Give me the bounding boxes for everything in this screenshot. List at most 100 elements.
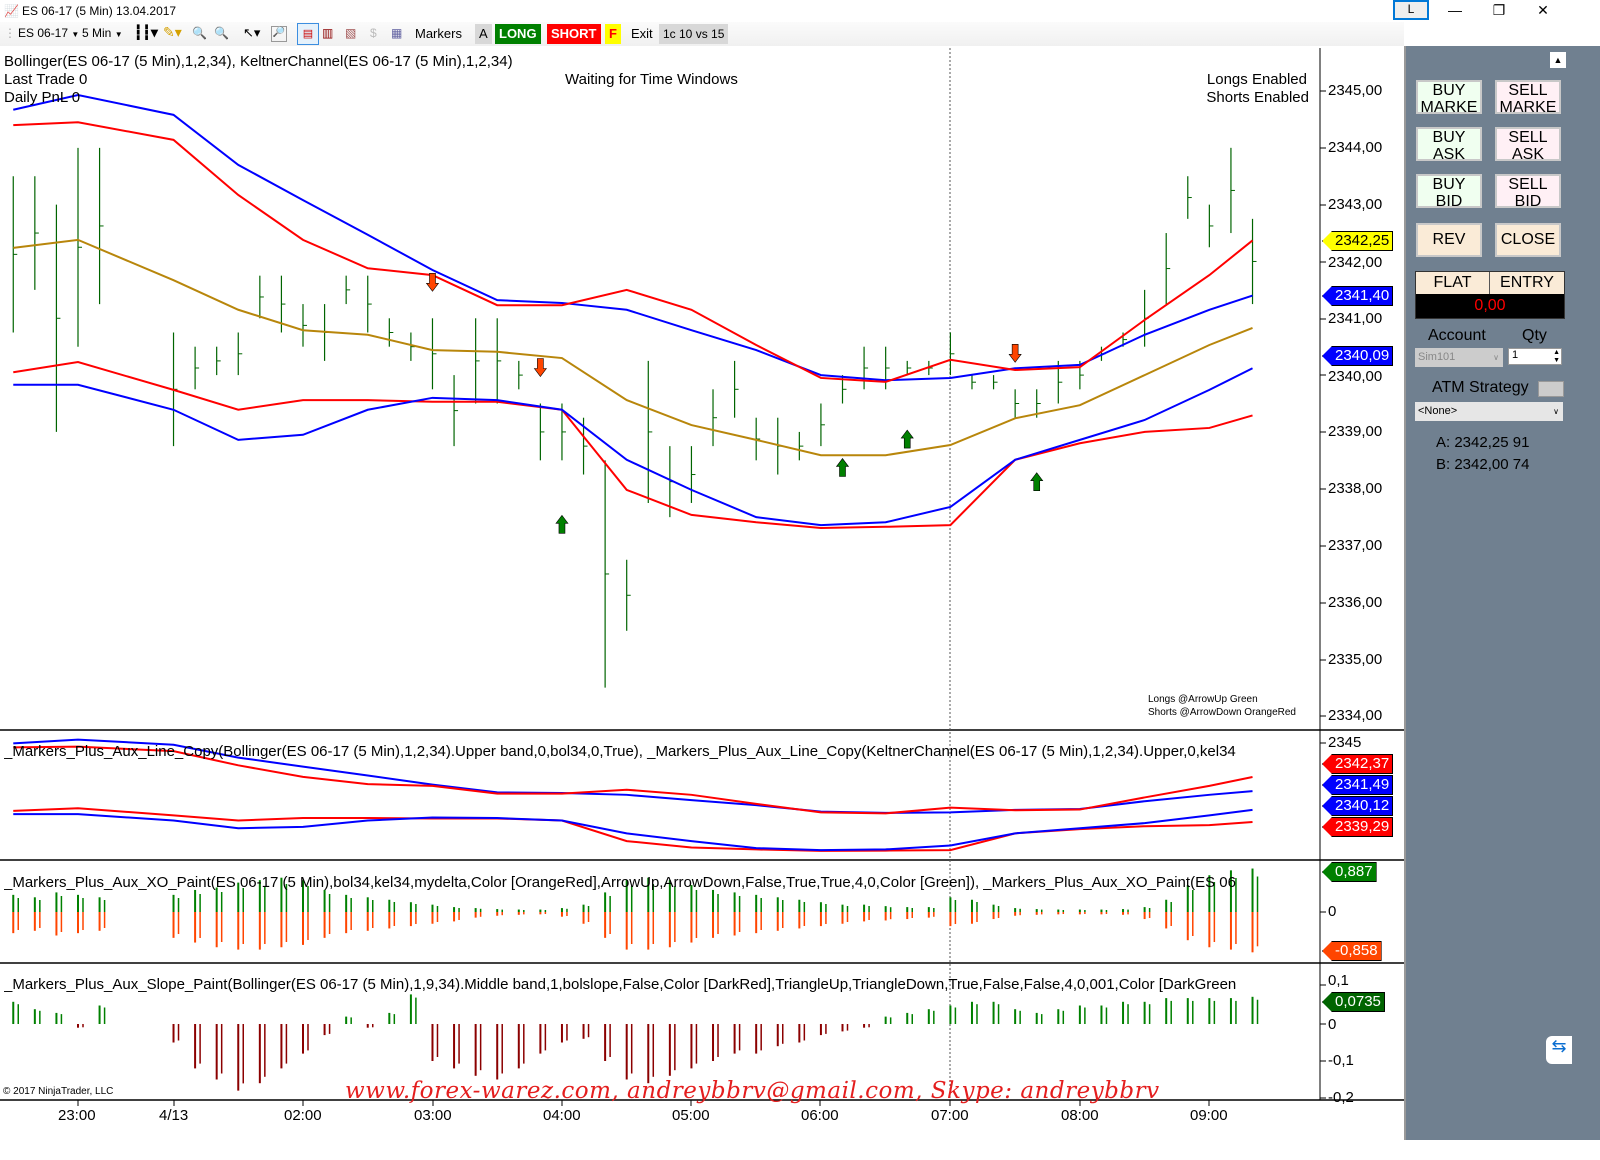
ask-display: A: 2342,25 91 — [1436, 434, 1530, 451]
close-button[interactable]: ✕ — [1537, 2, 1549, 18]
chart-frame — [0, 48, 1404, 1106]
price-tick: 2342,00 — [1328, 254, 1383, 271]
arrow-down-icon — [533, 358, 547, 378]
cursor-icon[interactable]: ↖▾ — [243, 25, 261, 40]
price-tick: 2344,00 — [1328, 139, 1383, 156]
bid-display: B: 2342,00 74 — [1436, 456, 1530, 473]
panel4-tick: -0,1 — [1328, 1052, 1354, 1069]
sell-market-button[interactable]: SELL MARKE — [1495, 80, 1561, 116]
buy-bid-button[interactable]: BUY BID — [1416, 174, 1482, 210]
sell-ask-button[interactable]: SELL ASK — [1495, 127, 1561, 163]
instrument-selector[interactable]: ES 06-17 ▼ — [18, 26, 79, 40]
short-button[interactable]: SHORT — [547, 24, 601, 44]
time-tick: 03:00 — [414, 1107, 452, 1124]
line-copy-panel — [13, 738, 1253, 852]
chart-icon[interactable]: ▧ — [345, 26, 357, 40]
shorts-status: Shorts Enabled — [1206, 89, 1309, 106]
zoom-out-icon[interactable]: 🔍 — [214, 26, 229, 40]
price-chart[interactable] — [0, 0, 1404, 1160]
chevron-down-icon: ▼ — [114, 30, 123, 39]
indicator-lines — [13, 93, 1254, 529]
dollar-icon[interactable]: $ — [370, 26, 377, 40]
reverse-button[interactable]: REV — [1416, 223, 1482, 257]
restore-button[interactable]: ❐ — [1492, 2, 1506, 18]
zoom-in-icon[interactable]: 🔍 — [192, 26, 207, 40]
price-tick: 2334,00 — [1328, 707, 1383, 724]
buy-market-button[interactable]: BUY MARKE — [1416, 80, 1482, 116]
daily-pnl-label: Daily PnL 0 — [4, 89, 81, 106]
price-tick: 2336,00 — [1328, 594, 1383, 611]
price-tick: 2345,00 — [1328, 82, 1383, 99]
signal-arrows — [425, 272, 1044, 534]
interval-label: 5 Min — [82, 26, 112, 40]
settings-button[interactable]: 1c 10 vs 15 — [659, 24, 729, 44]
pencil-icon[interactable]: ✎▾ — [163, 24, 182, 40]
qty-label: Qty — [1522, 327, 1547, 344]
time-tick: 4/13 — [159, 1107, 189, 1124]
p2-upper-bb-marker: 2341,49 — [1322, 775, 1394, 795]
unrealized-pnl: 0,00 — [1416, 294, 1564, 318]
atm-settings-button[interactable] — [1538, 381, 1564, 397]
a-button[interactable]: A — [475, 24, 492, 44]
status-label: Waiting for Time Windows — [565, 71, 738, 88]
price-tick: 2338,00 — [1328, 480, 1383, 497]
account-value: Sim101 — [1418, 351, 1456, 363]
arrow-up-icon — [1030, 472, 1044, 492]
p2-lower-bb-marker: 2340,12 — [1322, 796, 1394, 816]
chevron-down-icon: ∨ — [1553, 407, 1559, 416]
time-tick: 09:00 — [1190, 1107, 1228, 1124]
candlestick-icon[interactable]: ▥ — [322, 26, 334, 40]
price-bars — [12, 147, 1257, 688]
qty-input[interactable]: 1 ▲ ▼ — [1508, 348, 1562, 365]
upper-bb-marker: 2341,40 — [1322, 286, 1394, 306]
interval-selector[interactable]: 5 Min ▼ — [82, 26, 123, 40]
line-copy-label: _Markers_Plus_Aux_Line_Copy(Bollinger(ES… — [4, 743, 1236, 760]
position-status: FLAT — [1416, 272, 1490, 294]
title-bar: 📈 ES 06-17 (5 Min) 13.04.2017 L — ❐ ✕ — [0, 0, 1600, 22]
chevron-down-icon: ∨ — [1493, 353, 1499, 362]
remote-support-icon[interactable]: ⇆ — [1546, 1036, 1572, 1064]
time-tick: 23:00 — [58, 1107, 96, 1124]
strategy-icon[interactable]: ▤ — [297, 23, 319, 45]
atm-strategy-label: ATM Strategy — [1432, 379, 1529, 396]
xo-negative-marker: -0,858 — [1322, 941, 1382, 961]
layout-button[interactable]: L — [1393, 0, 1429, 20]
qty-value: 1 — [1512, 349, 1519, 361]
time-tick: 02:00 — [284, 1107, 322, 1124]
xo-paint-label: _Markers_Plus_Aux_XO_Paint(ES 06-17 (5 M… — [4, 874, 1236, 891]
chart-app-icon: 📈 — [4, 4, 19, 18]
markers-button[interactable]: Markers — [415, 26, 462, 41]
minimize-button[interactable]: — — [1448, 2, 1462, 18]
data-box-icon[interactable]: ▦ — [391, 26, 403, 40]
account-label: Account — [1428, 327, 1486, 344]
toolbar-grip-icon: ⋮ — [4, 26, 16, 40]
arrow-up-icon — [555, 514, 569, 534]
account-select[interactable]: Sim101 ∨ — [1415, 348, 1503, 367]
longs-status: Longs Enabled — [1206, 71, 1307, 88]
bar-type-icon[interactable]: ┇┇▾ — [134, 24, 158, 40]
atm-value: <None> — [1418, 405, 1458, 417]
f-button[interactable]: F — [605, 24, 621, 44]
atm-strategy-select[interactable]: <None> ∨ — [1415, 402, 1563, 421]
last-trade-label: Last Trade 0 — [4, 71, 88, 88]
time-tick: 04:00 — [543, 1107, 581, 1124]
copyright: © 2017 NinjaTrader, LLC — [3, 1086, 114, 1097]
buy-ask-button[interactable]: BUY ASK — [1416, 127, 1482, 163]
find-icon[interactable]: 🔎 — [271, 26, 287, 42]
slope-paint-label: _Markers_Plus_Aux_Slope_Paint(Bollinger(… — [4, 976, 1237, 993]
sell-bid-button[interactable]: SELL BID — [1495, 174, 1561, 210]
qty-spinner-icon[interactable]: ▲ ▼ — [1553, 349, 1560, 364]
middle-line — [13, 238, 1253, 457]
price-tick: 2337,00 — [1328, 537, 1383, 554]
legend-shorts: Shorts @ArrowDown OrangeRed — [1148, 707, 1296, 718]
exit-button[interactable]: Exit — [631, 26, 653, 41]
long-button[interactable]: LONG — [495, 24, 541, 44]
legend-longs: Longs @ArrowUp Green — [1148, 694, 1258, 705]
xo-paint-panel — [12, 868, 1259, 953]
lower-bb-marker: 2340,09 — [1322, 346, 1394, 366]
p2-upper-kc-marker: 2342,37 — [1322, 754, 1394, 774]
close-position-button[interactable]: CLOSE — [1495, 223, 1561, 257]
indicator-label: Bollinger(ES 06-17 (5 Min),1,2,34), Kelt… — [4, 53, 513, 70]
price-tick: 2343,00 — [1328, 196, 1383, 213]
scroll-up-icon[interactable]: ▲ — [1550, 52, 1566, 68]
